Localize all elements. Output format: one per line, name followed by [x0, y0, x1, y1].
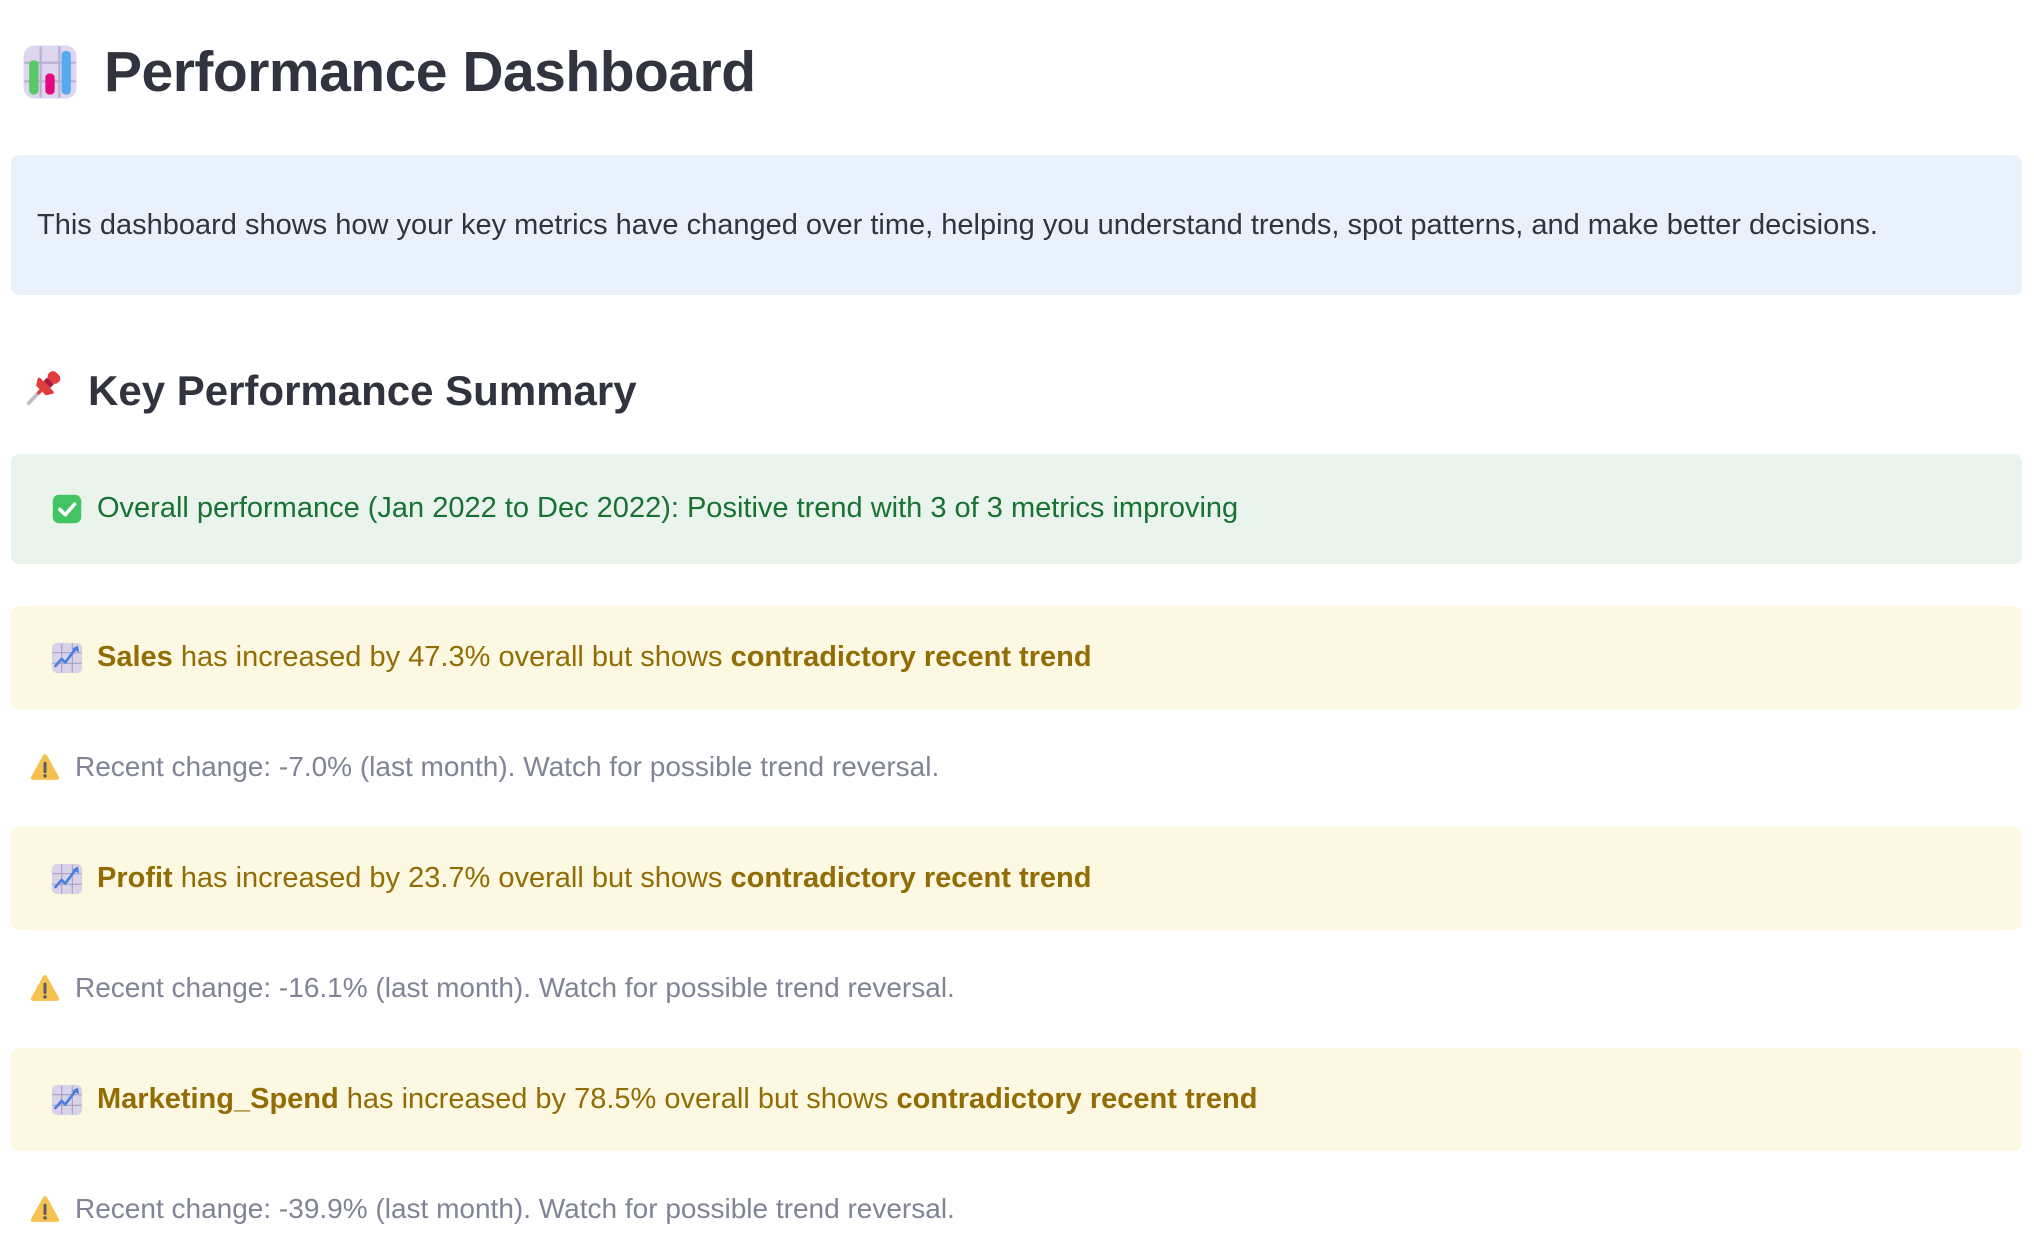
- pushpin-icon: [22, 368, 68, 414]
- metric-trend-banner: Marketing_Spend has increased by 78.5% o…: [11, 1048, 2022, 1151]
- recent-change-text: Recent change: -7.0% (last month). Watch…: [75, 751, 940, 782]
- bar-chart-icon: [22, 44, 78, 100]
- overall-performance-text: Overall performance (Jan 2022 to Dec 202…: [97, 492, 1239, 525]
- performance-dashboard-page: Performance Dashboard This dashboard sho…: [11, 30, 2022, 1227]
- summary-heading-text: Key Performance Summary: [88, 367, 637, 414]
- metric-block: Profit has increased by 23.7% overall bu…: [11, 827, 2022, 1006]
- summary-section-heading: Key Performance Summary: [11, 359, 2022, 423]
- metric-recent-change-note: Recent change: -16.1% (last month). Watc…: [11, 970, 2022, 1006]
- warning-triangle-icon: [30, 1194, 60, 1224]
- metric-trend-emphasis: contradictory recent trend: [730, 640, 1092, 673]
- recent-change-text: Recent change: -16.1% (last month). Watc…: [75, 972, 955, 1003]
- recent-change-text: Recent change: -39.9% (last month). Watc…: [75, 1193, 955, 1224]
- chart-increasing-icon: [51, 1084, 83, 1116]
- metric-block: Sales has increased by 47.3% overall but…: [11, 606, 2022, 785]
- metric-trend-banner: Profit has increased by 23.7% overall bu…: [11, 827, 2022, 930]
- metric-trend-text: Marketing_Spend has increased by 78.5% o…: [97, 1081, 1257, 1119]
- intro-text: This dashboard shows how your key metric…: [37, 208, 1878, 241]
- page-header: Performance Dashboard: [11, 30, 2022, 114]
- intro-info-box: This dashboard shows how your key metric…: [11, 155, 2022, 295]
- metric-recent-change-note: Recent change: -7.0% (last month). Watch…: [11, 749, 2022, 785]
- metric-trend-emphasis: contradictory recent trend: [730, 861, 1092, 894]
- metric-recent-change-note: Recent change: -39.9% (last month). Watc…: [11, 1191, 2022, 1227]
- chart-increasing-icon: [51, 642, 83, 674]
- metric-name: Profit: [97, 861, 173, 894]
- warning-triangle-icon: [30, 752, 60, 782]
- overall-performance-banner: Overall performance (Jan 2022 to Dec 202…: [11, 454, 2022, 564]
- metric-trend-middle: has increased by 47.3% overall but shows: [172, 640, 731, 673]
- metric-trend-text: Sales has increased by 47.3% overall but…: [97, 639, 1092, 677]
- page-title: Performance Dashboard: [104, 40, 756, 104]
- warning-triangle-icon: [30, 973, 60, 1003]
- check-mark-icon: [51, 493, 83, 525]
- metrics-list: Sales has increased by 47.3% overall but…: [11, 606, 2022, 1227]
- metric-trend-emphasis: contradictory recent trend: [896, 1082, 1258, 1115]
- metric-trend-middle: has increased by 78.5% overall but shows: [338, 1082, 897, 1115]
- metric-name: Marketing_Spend: [97, 1082, 339, 1115]
- chart-increasing-icon: [51, 863, 83, 895]
- metric-trend-middle: has increased by 23.7% overall but shows: [172, 861, 731, 894]
- metric-trend-banner: Sales has increased by 47.3% overall but…: [11, 606, 2022, 709]
- metric-block: Marketing_Spend has increased by 78.5% o…: [11, 1048, 2022, 1227]
- metric-name: Sales: [97, 640, 173, 673]
- metric-trend-text: Profit has increased by 23.7% overall bu…: [97, 860, 1091, 898]
